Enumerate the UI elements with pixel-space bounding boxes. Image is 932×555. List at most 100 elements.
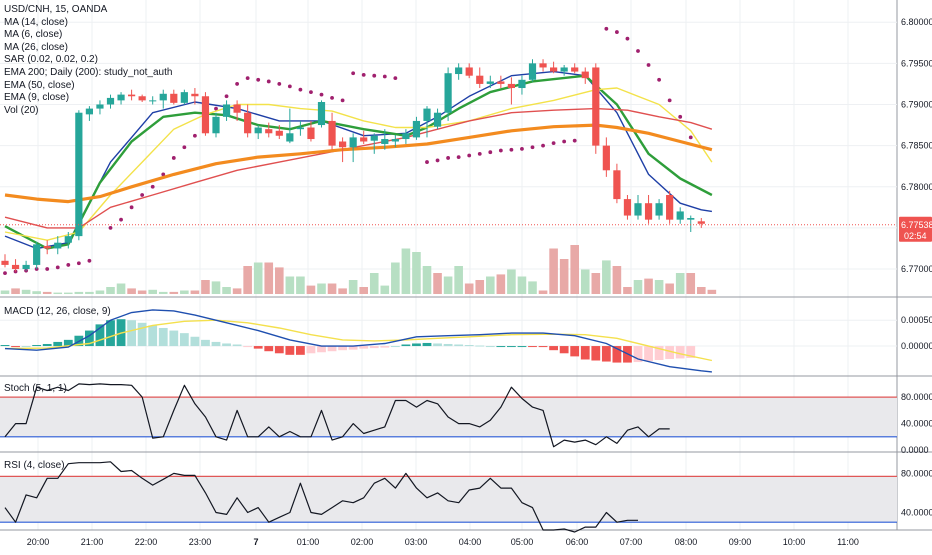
macd-histogram-bar — [496, 346, 506, 348]
sar-point — [319, 92, 324, 97]
candle-body — [191, 93, 199, 97]
bar-countdown: 02:54 — [904, 231, 927, 241]
legend-ma26[interactable]: MA (26, close) — [4, 41, 68, 53]
macd-histogram-bar — [306, 346, 316, 354]
time-tick-label: 21:00 — [81, 537, 104, 547]
legend-ema200[interactable]: EMA 200; Daily (200): study_not_auth — [4, 66, 173, 78]
volume-bar — [496, 274, 506, 294]
candle-body — [233, 104, 241, 113]
candle-body — [455, 67, 463, 75]
volume-bar — [64, 292, 73, 294]
macd-histogram-bar — [232, 344, 242, 347]
macd-histogram-bar — [380, 346, 390, 348]
candle-body — [539, 63, 547, 68]
volume-bar — [127, 288, 136, 294]
candle-body — [117, 94, 125, 101]
candle-body — [391, 139, 399, 142]
volume-bar — [180, 290, 189, 294]
volume-bar — [348, 280, 358, 294]
macd-histogram-bar — [201, 339, 210, 347]
volume-bar — [253, 262, 263, 294]
time-tick-label: 02:00 — [351, 537, 374, 547]
volume-bar — [264, 262, 274, 294]
macd-histogram-bar — [137, 322, 147, 347]
legend-ma14[interactable]: MA (14, close) — [4, 16, 68, 28]
candle-body — [128, 94, 136, 97]
candle-body — [43, 245, 51, 249]
volume-bar — [369, 273, 379, 294]
volume-bar — [507, 269, 516, 294]
candle-body — [571, 67, 579, 72]
macd-histogram-bar — [443, 343, 453, 347]
macd-histogram-bar — [95, 324, 105, 347]
sar-point — [572, 138, 577, 143]
stoch-pane-label[interactable]: Stoch (5, 1, 1) — [4, 383, 67, 394]
macd-pane-label[interactable]: MACD (12, 26, close, 9) — [4, 306, 111, 317]
volume-bar — [528, 281, 537, 294]
macd-histogram-bar — [549, 346, 558, 351]
volume-bar — [654, 280, 664, 294]
stoch-tick-label: 40.0000 — [901, 419, 932, 429]
volume-bar — [686, 273, 696, 294]
candle-body — [476, 75, 484, 84]
price-tick-label: 6.78500 — [901, 141, 932, 151]
ma-line-ema200 — [4, 123, 713, 204]
sar-point — [245, 76, 250, 81]
volume-bar — [644, 278, 653, 294]
sar-point — [435, 158, 440, 163]
volume-bar — [443, 276, 453, 294]
legend-ma6[interactable]: MA (6, close) — [4, 29, 63, 41]
ma-line-ma6 — [4, 74, 713, 250]
macd-histogram-bar — [644, 346, 653, 362]
sar-point — [161, 172, 166, 177]
macd-histogram-bar — [274, 346, 284, 354]
macd-histogram-bar — [53, 341, 63, 347]
candle-body — [307, 127, 315, 140]
macd-histogram-bar — [454, 344, 464, 347]
last-price-tag — [899, 216, 932, 242]
legend-sar[interactable]: SAR (0.02, 0.02, 0.2) — [4, 54, 98, 66]
volume-bar — [612, 266, 622, 294]
sar-point — [688, 135, 693, 140]
sar-point — [520, 147, 524, 151]
legend-ema9[interactable]: EMA (9, close) — [4, 92, 70, 104]
volume-bar — [591, 273, 601, 294]
candle-body — [201, 96, 210, 134]
legend-symbol[interactable]: USD/CNH, 15, OANDA — [4, 4, 108, 15]
macd-histogram-bar — [106, 320, 115, 347]
candle-body — [64, 236, 72, 243]
candle-body — [265, 129, 273, 134]
volume-bar — [169, 291, 179, 294]
sar-point — [615, 30, 619, 34]
volume-bar — [580, 269, 590, 294]
candle-body — [423, 108, 431, 121]
macd-histogram-bar — [485, 346, 495, 348]
candle-body — [486, 81, 494, 84]
macd-histogram-bar — [211, 341, 221, 347]
sar-point — [193, 133, 197, 138]
macd-histogram-bar — [507, 346, 516, 348]
macd-histogram-bar — [686, 346, 696, 358]
candle-body — [381, 139, 389, 144]
candle-body — [159, 93, 167, 101]
sar-point — [3, 271, 7, 276]
sar-point — [351, 71, 356, 76]
sar-point — [604, 26, 609, 31]
candle-body — [613, 170, 621, 200]
volume-bar — [401, 248, 411, 294]
macd-histogram-bar — [32, 345, 42, 347]
candle-body — [75, 112, 83, 237]
sar-point — [562, 139, 567, 144]
volume-bar — [707, 289, 717, 294]
rsi-pane-label[interactable]: RSI (4, close) — [4, 460, 65, 471]
volume-bar — [538, 290, 548, 294]
legend-vol[interactable]: Vol (20) — [4, 104, 39, 116]
legend-ema50[interactable]: EMA (50, close) — [4, 79, 75, 91]
volume-bar — [602, 260, 611, 294]
volume-bar — [623, 287, 632, 294]
candle-body — [518, 79, 526, 89]
volume-bar — [190, 290, 200, 294]
time-tick-label: 05:00 — [511, 537, 534, 547]
